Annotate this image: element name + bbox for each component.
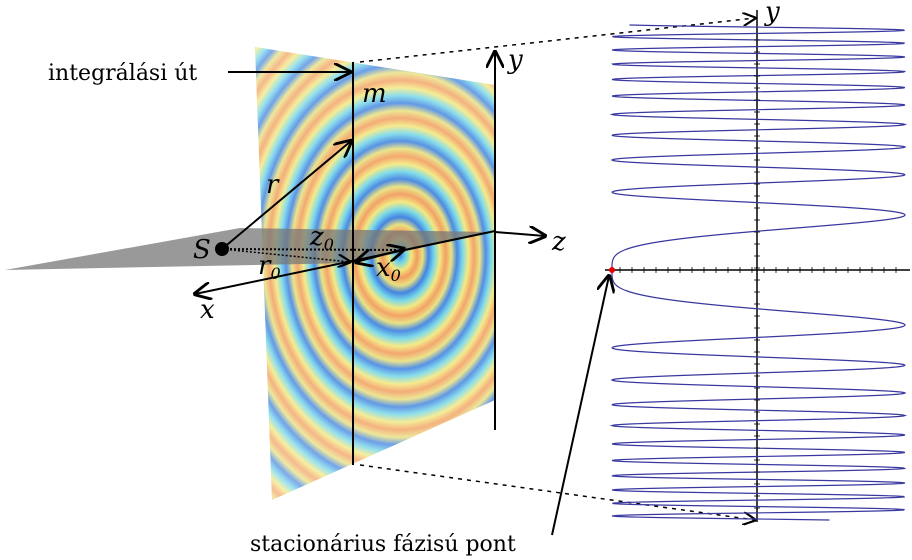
label: 0	[270, 264, 280, 283]
stationary-arrow	[552, 276, 609, 535]
phase-plot	[605, 10, 910, 522]
label: 0	[391, 266, 401, 285]
stationary-point	[609, 267, 615, 273]
label: integrálási út	[48, 61, 197, 86]
projection-line	[360, 18, 755, 62]
label: 0	[324, 235, 334, 254]
label: y	[764, 0, 780, 27]
label: y	[507, 45, 523, 75]
label: z	[309, 222, 324, 252]
label: x	[376, 253, 391, 283]
source-point	[215, 242, 229, 256]
z-axis	[495, 232, 545, 236]
label: stacionárius fázisú pont	[250, 532, 516, 557]
label: r	[266, 170, 280, 200]
label: x	[200, 295, 215, 325]
diagram: integrálási út m y r S z0 r0 x0 z x y st…	[0, 0, 912, 560]
label: S	[193, 235, 211, 265]
label: m	[362, 79, 387, 109]
label: z	[551, 227, 566, 257]
